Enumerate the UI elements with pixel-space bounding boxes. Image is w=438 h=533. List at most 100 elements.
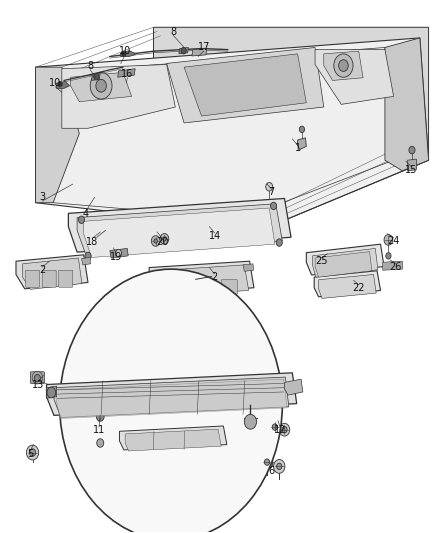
Text: 10: 10 [49,78,61,88]
Text: 25: 25 [315,256,328,266]
Polygon shape [166,47,324,123]
FancyBboxPatch shape [25,270,39,287]
Polygon shape [110,248,128,258]
Circle shape [85,252,91,260]
Circle shape [162,237,166,241]
Polygon shape [68,198,291,252]
FancyBboxPatch shape [158,280,174,294]
Polygon shape [306,244,384,275]
Polygon shape [314,271,381,297]
Circle shape [34,374,40,382]
Polygon shape [120,426,227,450]
Text: 6: 6 [268,466,275,476]
FancyBboxPatch shape [42,270,56,287]
Circle shape [116,249,122,257]
Text: 8: 8 [170,27,176,37]
Polygon shape [184,54,306,116]
Polygon shape [153,27,428,229]
Polygon shape [35,67,79,203]
Polygon shape [318,274,376,298]
FancyBboxPatch shape [200,280,216,294]
Circle shape [384,235,393,245]
Text: 19: 19 [110,252,123,262]
Polygon shape [22,258,82,289]
Text: 10: 10 [119,46,131,56]
Circle shape [92,407,108,426]
Text: 2: 2 [212,272,218,282]
Polygon shape [46,373,297,415]
Polygon shape [62,64,175,128]
Text: 18: 18 [86,237,99,247]
Text: 20: 20 [156,237,169,247]
Circle shape [181,47,186,54]
Polygon shape [149,261,254,294]
Text: 15: 15 [405,165,417,175]
Circle shape [58,82,62,87]
Circle shape [29,449,35,456]
Text: 3: 3 [39,192,45,203]
Polygon shape [315,50,394,104]
Circle shape [160,233,169,244]
Text: 8: 8 [87,61,93,71]
Circle shape [339,60,348,71]
Polygon shape [179,47,188,54]
Circle shape [277,463,282,470]
Polygon shape [285,379,303,395]
Circle shape [282,426,287,433]
Polygon shape [84,208,275,257]
Text: 14: 14 [208,231,221,241]
Polygon shape [57,379,287,418]
FancyBboxPatch shape [221,280,237,294]
Text: 24: 24 [388,236,400,246]
Text: 13: 13 [32,379,44,390]
Circle shape [96,411,104,421]
Text: 11: 11 [93,425,105,435]
Polygon shape [35,38,428,229]
Polygon shape [125,429,221,451]
Text: 17: 17 [198,43,210,52]
Circle shape [94,74,99,80]
Circle shape [272,424,278,430]
Circle shape [270,421,280,433]
FancyBboxPatch shape [59,270,73,287]
Circle shape [60,269,283,533]
Text: 2: 2 [39,265,45,275]
Circle shape [334,54,353,77]
Polygon shape [312,248,378,277]
Polygon shape [297,138,306,150]
Polygon shape [121,51,136,56]
Polygon shape [53,47,394,219]
Polygon shape [118,69,135,77]
Circle shape [26,445,39,460]
Circle shape [96,79,106,92]
Polygon shape [71,72,132,102]
Text: 22: 22 [353,283,365,293]
Circle shape [265,459,270,465]
Circle shape [386,253,391,259]
Text: 16: 16 [121,69,134,79]
FancyBboxPatch shape [179,280,195,294]
Circle shape [122,51,126,56]
Circle shape [266,182,273,191]
Polygon shape [57,82,70,88]
Polygon shape [77,204,283,255]
Text: 12: 12 [274,425,286,435]
Polygon shape [192,49,207,56]
Circle shape [274,459,285,473]
Circle shape [276,239,283,246]
Polygon shape [155,265,249,296]
Circle shape [271,202,277,209]
Polygon shape [54,377,289,417]
FancyBboxPatch shape [30,372,44,383]
Circle shape [78,216,85,223]
Circle shape [244,414,257,429]
Circle shape [409,147,415,154]
Text: 26: 26 [390,262,402,271]
Polygon shape [385,38,428,171]
Circle shape [279,423,290,436]
Polygon shape [81,257,91,265]
Polygon shape [92,73,100,80]
Circle shape [97,439,104,447]
Circle shape [151,236,160,246]
Circle shape [154,239,157,243]
